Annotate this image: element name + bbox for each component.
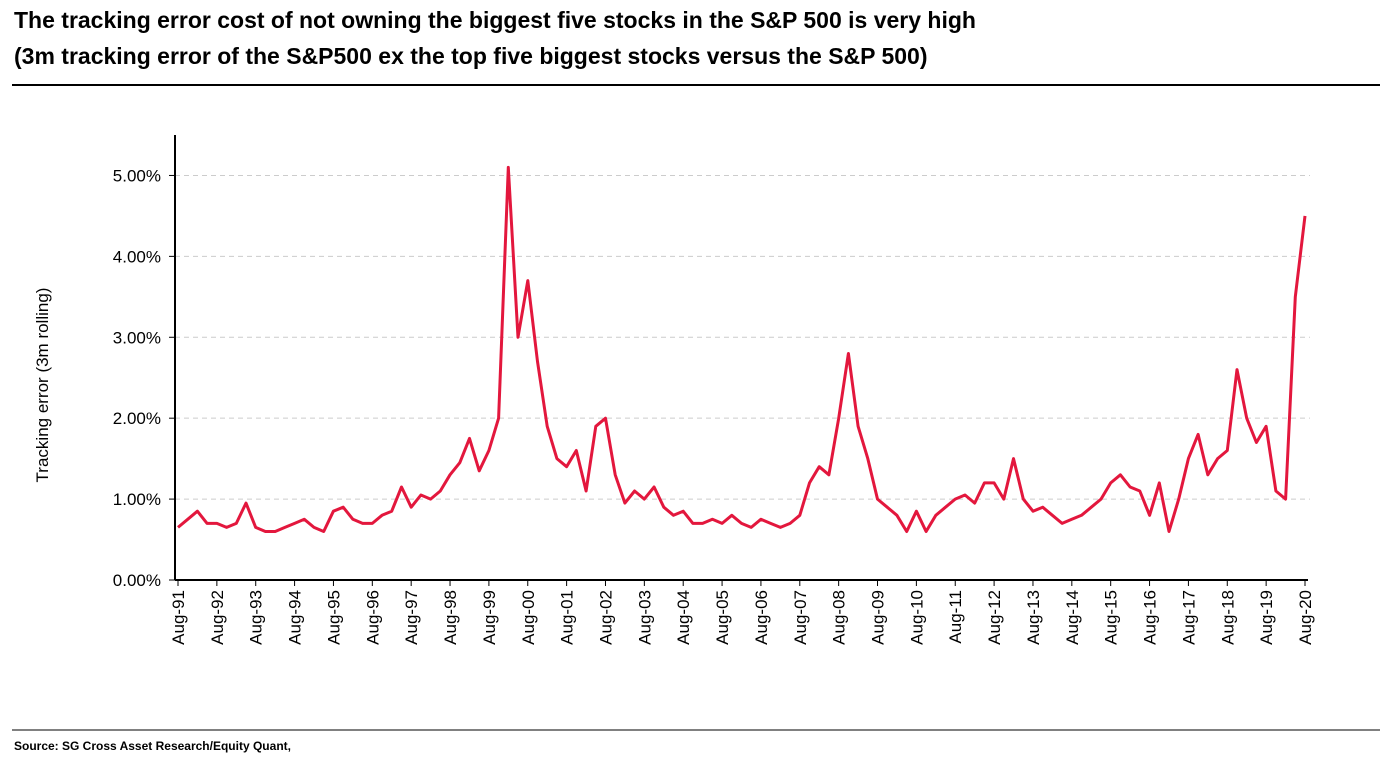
x-tick-label: Aug-94 [286,590,305,645]
chart-subtitle: (3m tracking error of the S&P500 ex the … [14,43,928,69]
x-tick-label: Aug-19 [1257,590,1276,645]
x-tick-label: Aug-03 [635,590,654,645]
x-tick-label: Aug-02 [596,590,615,645]
y-axis-label: Tracking error (3m rolling) [33,288,52,483]
x-tick-label: Aug-97 [402,590,421,645]
x-tick-label: Aug-15 [1102,590,1121,645]
x-tick-label: Aug-09 [869,590,888,645]
y-tick-label: 5.00% [113,166,161,185]
chart-title: The tracking error cost of not owning th… [14,7,976,33]
x-tick-label: Aug-20 [1296,590,1315,645]
x-tick-label: Aug-12 [985,590,1004,645]
line-series [177,165,1307,533]
x-tick-label: Aug-18 [1218,590,1237,645]
x-tick-label: Aug-99 [480,590,499,645]
y-tick-label: 4.00% [113,247,161,266]
x-tick-label: Aug-10 [907,590,926,645]
x-tick-label: Aug-92 [208,590,227,645]
x-tick-label: Aug-13 [1024,590,1043,645]
x-tick-label: Aug-07 [791,590,810,645]
x-tick-label: Aug-08 [830,590,849,645]
x-tick-label: Aug-93 [247,590,266,645]
y-tick-label: 2.00% [113,409,161,428]
x-tick-label: Aug-96 [363,590,382,645]
x-tick-label: Aug-06 [752,590,771,645]
y-tick-label: 1.00% [113,490,161,509]
x-tick-label: Aug-17 [1179,590,1198,645]
source: Source: SG Cross Asset Research/Equity Q… [14,739,291,753]
x-tick-label: Aug-95 [324,590,343,645]
x-tick-label: Aug-16 [1141,590,1160,645]
y-tick-label: 0.00% [113,571,161,590]
y-tick-label: 3.00% [113,328,161,347]
x-tick-label: Aug-98 [441,590,460,645]
x-tick-label: Aug-00 [519,590,538,645]
x-tick-label: Aug-04 [674,590,693,645]
x-tick-label: Aug-05 [713,590,732,645]
x-tick-label: Aug-11 [946,590,965,644]
x-tick-label: Aug-14 [1063,590,1082,645]
x-tick-label: Aug-91 [169,590,188,645]
x-tick-label: Aug-01 [558,590,577,645]
